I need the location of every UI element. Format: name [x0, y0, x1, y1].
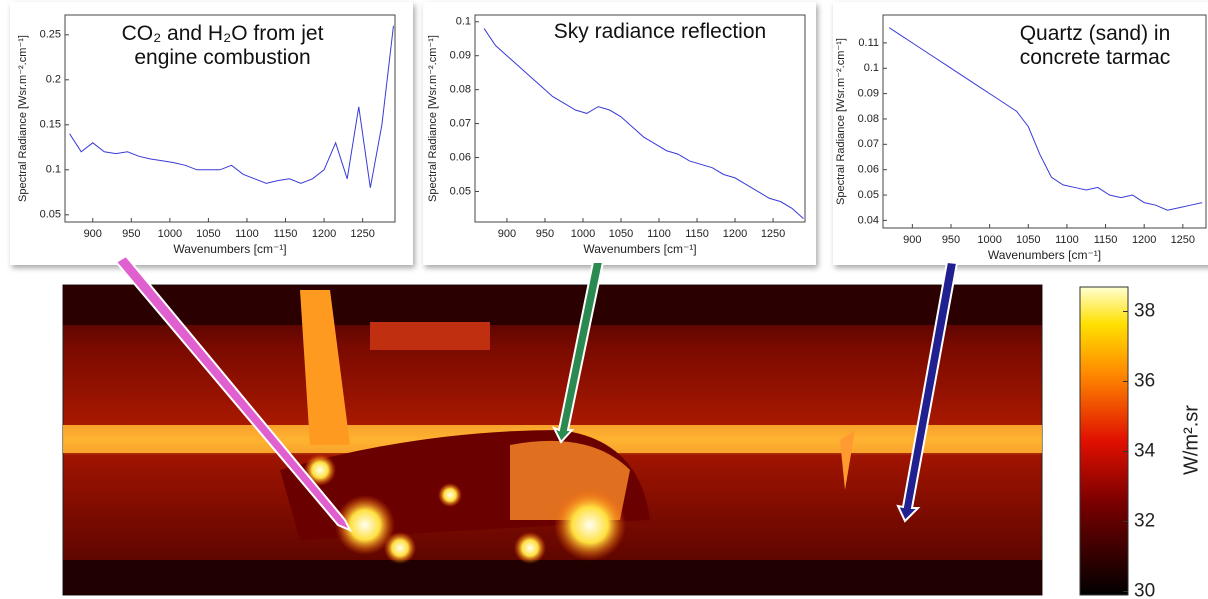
x-tick-label: 1150	[274, 228, 298, 240]
y-tick-label: 0.07	[858, 138, 879, 150]
spectrum-line	[888, 27, 1203, 211]
y-tick-label: 0.11	[858, 37, 879, 49]
colorbar	[1079, 286, 1129, 596]
thermal-image	[62, 284, 1043, 596]
x-tick-label: 1000	[977, 234, 1001, 246]
x-tick-label: 1250	[1171, 234, 1195, 246]
x-tick-label: 1250	[350, 228, 374, 240]
colorbar-tick-label: 32	[1134, 511, 1155, 532]
y-axis-label: Spectral Radiance [Wsr.m⁻².cm⁻¹]	[427, 35, 439, 202]
x-tick-label: 1100	[235, 228, 259, 240]
y-tick-label: 0.06	[858, 164, 879, 176]
y-tick-label: 0.04	[858, 214, 879, 226]
y-tick-label: 0.2	[46, 74, 61, 86]
colorbar-label: W/m².sr	[1180, 405, 1202, 475]
panel	[10, 2, 413, 265]
spectrum-line	[483, 28, 804, 219]
x-tick-label: 1050	[609, 228, 633, 240]
panel	[423, 2, 816, 265]
y-tick-label: 0.06	[450, 151, 471, 163]
x-tick-label: 1050	[1016, 234, 1040, 246]
y-axis-label: Spectral Radiance [Wsr.m⁻².cm⁻¹]	[835, 38, 847, 205]
x-tick-label: 1050	[196, 228, 220, 240]
y-tick-label: 0.09	[450, 50, 471, 62]
x-tick-label: 900	[903, 234, 921, 246]
y-axis-label: Spectral Radiance [Wsr.m⁻².cm⁻¹]	[17, 35, 29, 202]
panel	[833, 2, 1208, 265]
x-tick-label: 900	[498, 228, 516, 240]
y-tick-label: 0.08	[450, 84, 471, 96]
x-tick-label: 1000	[571, 228, 595, 240]
x-axis-label: Wavenumbers [cm⁻¹]	[583, 242, 696, 256]
x-axis-label: Wavenumbers [cm⁻¹]	[988, 248, 1101, 262]
chart-title: Quartz (sand) in concrete tarmac	[1019, 22, 1171, 69]
x-tick-label: 950	[942, 234, 960, 246]
chart-title: CO₂ and H₂O from jet engine combustion	[121, 22, 324, 69]
x-tick-label: 1250	[761, 228, 785, 240]
arrows	[114, 254, 959, 532]
x-tick-label: 1100	[1055, 234, 1079, 246]
colorbar-tick-label: 36	[1134, 371, 1155, 392]
plot-area	[64, 14, 396, 223]
x-tick-label: 950	[536, 228, 554, 240]
colorbar-tick-label: 30	[1134, 581, 1155, 599]
y-tick-label: 0.1	[456, 16, 471, 28]
x-axis-label: Wavenumbers [cm⁻¹]	[173, 242, 286, 256]
y-tick-label: 0.09	[858, 88, 879, 100]
x-tick-label: 1200	[1132, 234, 1156, 246]
y-tick-label: 0.08	[858, 113, 879, 125]
plot-area	[474, 14, 806, 223]
colorbar-tick-label: 34	[1134, 441, 1156, 462]
y-tick-label: 0.05	[40, 209, 61, 221]
x-tick-label: 1200	[723, 228, 747, 240]
colorbar-tick-label: 38	[1134, 301, 1155, 322]
y-tick-label: 0.25	[40, 29, 61, 41]
y-tick-label: 0.1	[46, 164, 61, 176]
spectrum-line	[69, 25, 394, 188]
x-tick-label: 1000	[158, 228, 182, 240]
y-tick-label: 0.1	[864, 62, 879, 74]
x-tick-label: 950	[122, 228, 140, 240]
y-tick-label: 0.07	[450, 117, 471, 129]
y-tick-label: 0.05	[858, 189, 879, 201]
chart-title: Sky radiance reflection	[553, 20, 767, 43]
x-tick-label: 1100	[647, 228, 671, 240]
y-tick-label: 0.15	[40, 119, 61, 131]
y-tick-label: 0.05	[450, 185, 471, 197]
x-tick-label: 1200	[312, 228, 336, 240]
x-tick-label: 1150	[685, 228, 709, 240]
x-tick-label: 900	[84, 228, 102, 240]
x-tick-label: 1150	[1094, 234, 1118, 246]
plot-area	[882, 14, 1207, 229]
